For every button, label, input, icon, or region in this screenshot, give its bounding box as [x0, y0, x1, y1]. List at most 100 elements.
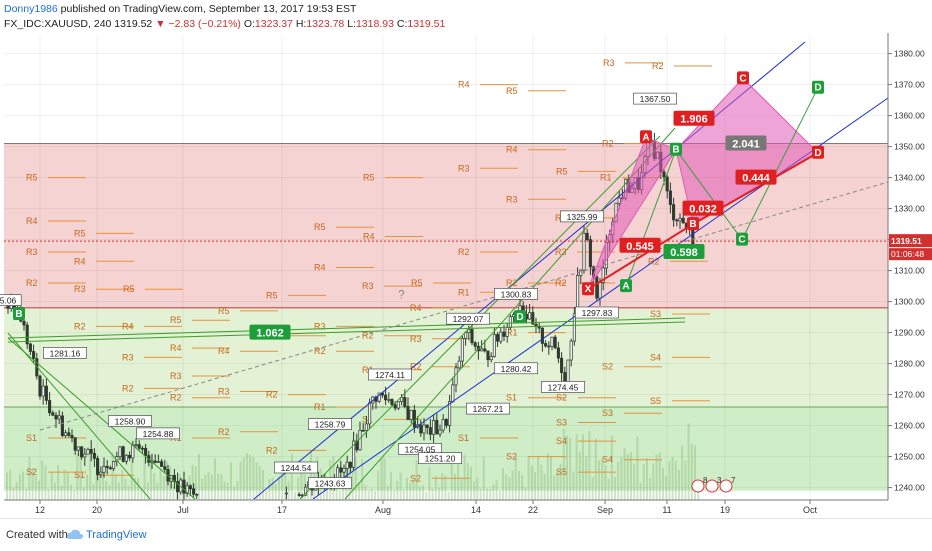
candle-body — [393, 404, 397, 409]
volume-bar — [38, 480, 40, 500]
price-tag-label: 1251.20 — [425, 454, 456, 464]
published-text: published on TradingView.com, September … — [60, 3, 357, 15]
candle-body — [156, 461, 160, 463]
pivot-label: R4 — [122, 321, 134, 331]
candle-body — [540, 327, 544, 344]
volume-bar — [294, 491, 296, 500]
price-tag-box — [494, 288, 538, 300]
candle-body — [64, 432, 68, 436]
candle-body — [176, 481, 180, 493]
candle-body — [419, 424, 423, 434]
pivot-label: R1 — [506, 328, 518, 338]
y-tick-label: 1330.00 — [894, 204, 925, 214]
candle-body — [438, 429, 442, 435]
point-marker-box — [812, 80, 824, 94]
ratio-box — [663, 244, 705, 259]
tradingview-brand[interactable]: TradingView — [86, 529, 147, 541]
point-marker-b: B — [15, 309, 22, 320]
x-tick-label: 12 — [35, 505, 45, 515]
point-marker-box — [514, 310, 526, 324]
pivot-label: R3 — [555, 247, 567, 257]
volume-bar — [630, 452, 632, 500]
price-tag-label: 1274.11 — [375, 370, 405, 380]
point-marker-b: B — [672, 145, 679, 156]
pivot-label: R1 — [314, 402, 326, 412]
countdown-tag-label: 01:06:48 — [891, 249, 924, 259]
volume-bar — [150, 456, 152, 500]
pivot-label: S4 — [602, 455, 613, 465]
y-tick-label: 1260.00 — [894, 421, 925, 431]
volume-bar — [89, 453, 92, 500]
candle-body — [297, 494, 301, 496]
volume-bar — [374, 491, 376, 500]
candle-body — [550, 336, 554, 347]
price-tag-box — [308, 477, 352, 489]
volume-bar — [28, 456, 31, 500]
author-link[interactable]: Donny1986 — [4, 3, 58, 15]
pivot-label: R2 — [266, 445, 278, 455]
volume-bar — [687, 423, 690, 500]
volume-bar — [54, 482, 56, 500]
volume-bar — [105, 480, 108, 500]
candle-body — [505, 327, 509, 337]
pivot-label: R4 — [410, 303, 422, 313]
volume-bar — [546, 453, 549, 500]
volume-bar — [588, 431, 591, 500]
volume-bar — [118, 482, 120, 500]
volume-bar — [60, 485, 63, 500]
candle-body — [339, 467, 343, 473]
candle-body — [460, 338, 464, 362]
pivot-label: S4 — [556, 436, 567, 446]
volume-bar — [450, 461, 453, 500]
xd-line — [587, 223, 694, 291]
candle-body — [284, 492, 288, 495]
pivot-label: R2 — [314, 346, 326, 356]
volume-bar — [76, 454, 79, 500]
y-tick-label: 1300.00 — [894, 297, 925, 307]
volume-bar — [690, 443, 693, 500]
candle-body — [28, 343, 32, 352]
pivot-label: R4 — [506, 145, 518, 155]
pivot-label: R3 — [458, 163, 470, 173]
volume-bar — [102, 465, 104, 500]
x-tick-label: Sep — [597, 505, 613, 515]
volume-bar — [614, 476, 616, 500]
candle-body — [617, 197, 621, 204]
candle-body — [60, 415, 64, 436]
pattern-xab — [587, 136, 677, 290]
candle-body — [112, 460, 116, 470]
zone-range — [4, 307, 888, 407]
volume-bar — [598, 460, 600, 500]
volume-bar — [342, 485, 344, 500]
volume-bar — [108, 485, 111, 500]
candle-body — [400, 397, 404, 402]
y-tick-label: 1240.00 — [894, 483, 925, 493]
pivot-label: R4 — [458, 80, 470, 90]
pivot-label: R5 — [74, 228, 86, 238]
x-tick-label: 14 — [471, 505, 481, 515]
candle-body — [672, 204, 676, 221]
candle-body — [454, 367, 458, 386]
candle-body — [547, 345, 551, 348]
volume-bar — [271, 477, 274, 500]
pivot-label: S1 — [362, 414, 373, 424]
pivot-label: S5 — [556, 467, 567, 477]
price-tag-label: 1297.83 — [582, 308, 613, 318]
candle-body — [48, 400, 52, 414]
candle-body — [121, 446, 125, 462]
candle-body — [384, 394, 388, 401]
candle-body — [662, 171, 666, 178]
candle-body — [582, 232, 586, 271]
volume-bar — [476, 477, 479, 500]
pivot-label: R2 — [602, 139, 614, 149]
pivot-label: R5 — [170, 315, 182, 325]
volume-bar — [585, 456, 588, 500]
volume-bar — [172, 486, 175, 500]
pivot-label: R2 — [266, 390, 278, 400]
candle-body — [598, 282, 602, 299]
price-chart[interactable]: R3 R2 R4 R5 R2 R4 R3 R5 R1 R5 R5 R3 R4 R5 R4 R5 R4 R3 R2 R4… — [0, 0, 932, 518]
price-tag-label: 1280.42 — [501, 364, 532, 374]
pivot-label: R2 — [555, 278, 567, 288]
volume-bar — [575, 433, 578, 500]
volume-bar — [511, 470, 514, 500]
